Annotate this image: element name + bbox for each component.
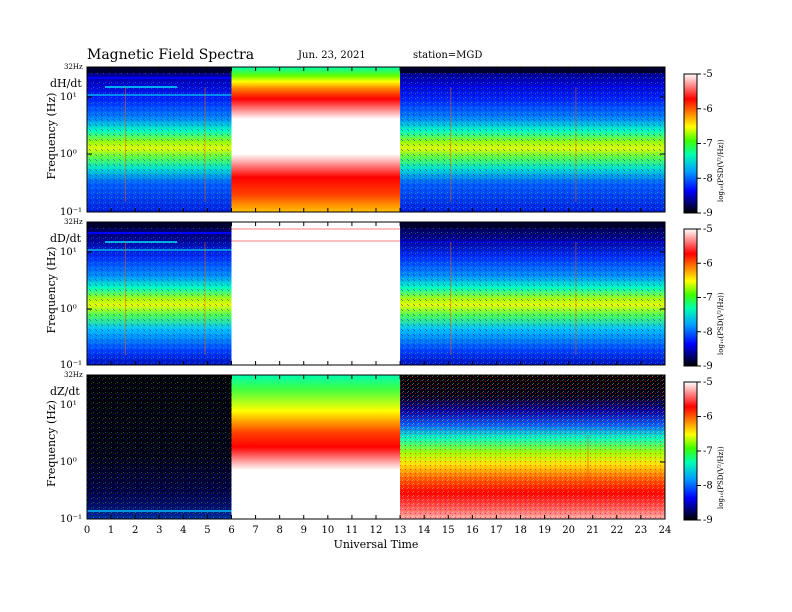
chart-date: Jun. 23, 2021 [297, 50, 366, 61]
x-tick-label: 10 [321, 525, 334, 536]
spectrogram-right-texture [400, 67, 665, 212]
panel-1: 32Hz dH/dt 10¹ 10⁰ 10⁻¹ Frequency (Hz) -5 -6 -7 -… [45, 63, 725, 219]
x-tick-label: 17 [490, 525, 503, 536]
x-tick-label: 11 [346, 525, 359, 536]
panel-2: 32Hz dD/dt 10¹ 10⁰ 10⁻¹ Frequency (Hz) -5 -6 -7 -… [45, 218, 725, 372]
spectrogram-right-texture [400, 375, 665, 519]
colorbar [683, 228, 698, 367]
x-axis-label: Universal Time [334, 538, 419, 551]
y-top-label: 32Hz [64, 218, 83, 226]
x-tick-label: 20 [562, 525, 575, 536]
y-tick-label: 10⁰ [60, 304, 77, 315]
x-tick-label: 4 [180, 525, 186, 536]
colorbar-tick-label: -7 [703, 293, 713, 304]
y-tick-label: 10¹ [60, 247, 77, 258]
panel-component-label: dD/dt [50, 232, 82, 245]
colorbar-label: log₁₀(PSD(V²/Hz)) [717, 292, 725, 355]
colorbar-label: log₁₀(PSD(V²/Hz)) [717, 446, 725, 509]
x-tick-label: 16 [466, 525, 479, 536]
y-axis-label: Frequency (Hz) [45, 247, 58, 334]
x-tick-label: 23 [635, 525, 648, 536]
spectrogram-left-texture [87, 67, 232, 212]
y-top-label: 32Hz [64, 371, 83, 379]
colorbar-tick-label: -9 [703, 515, 713, 526]
data-gap-band [231, 67, 401, 212]
colorbar [683, 73, 698, 214]
panels-group: 32Hz dH/dt 10¹ 10⁰ 10⁻¹ Frequency (Hz) -5 -6 -7 -… [45, 63, 725, 526]
colorbar-tick-label: -8 [703, 173, 713, 184]
x-tick-label: 18 [514, 525, 527, 536]
colorbar-tick-label: -5 [703, 224, 713, 235]
x-tick-label: 22 [610, 525, 623, 536]
x-tick-label: 3 [156, 525, 162, 536]
top-band-right [400, 222, 665, 228]
y-tick-label: 10⁰ [60, 149, 77, 160]
station-label: station=MGD [413, 50, 482, 61]
colorbar-tick-label: -8 [703, 327, 713, 338]
x-tick-label: 2 [132, 525, 138, 536]
y-tick-label: 10⁻¹ [60, 360, 82, 371]
y-tick-label: 10⁻¹ [60, 207, 82, 218]
chart-title: Magnetic Field Spectra [87, 47, 254, 63]
spectrogram-left-texture [87, 222, 232, 365]
x-tick-label: 9 [301, 525, 307, 536]
x-axis: 0 1 2 3 4 5 6 7 8 9 10 11 12 13 14 15 16 17 18 19 20 21 22 23 24… [84, 525, 672, 551]
x-tick-label: 5 [204, 525, 210, 536]
x-tick-label: 21 [586, 525, 599, 536]
x-tick-label: 8 [276, 525, 282, 536]
x-tick-label: 13 [394, 525, 407, 536]
panel-3: 32Hz dZ/dt 10¹ 10⁰ 10⁻¹ Frequency (Hz) -5 -6 -7 -… [45, 371, 725, 526]
x-tick-label: 1 [108, 525, 114, 536]
colorbar-tick-label: -7 [703, 446, 713, 457]
colorbar-tick-label: -6 [703, 104, 713, 115]
y-tick-label: 10¹ [60, 92, 77, 103]
x-tick-label: 14 [418, 525, 431, 536]
colorbar-tick-label: -7 [703, 139, 713, 150]
x-tick-label: 12 [370, 525, 383, 536]
data-gap-band [231, 375, 401, 519]
colorbar-tick-label: -6 [703, 412, 713, 423]
colorbar-tick-label: -6 [703, 258, 713, 269]
colorbar-tick-label: -5 [703, 377, 713, 388]
colorbar-label: log₁₀(PSD(V²/Hz)) [717, 139, 725, 202]
x-tick-label: 7 [252, 525, 258, 536]
colorbar-tick-label: -9 [703, 208, 713, 219]
spectrogram-right-texture [400, 222, 665, 365]
panel-component-label: dH/dt [50, 77, 82, 90]
y-tick-label: 10⁻¹ [60, 514, 82, 525]
spectrogram-left-texture [87, 375, 232, 519]
x-tick-label: 15 [442, 525, 455, 536]
x-tick-label: 0 [84, 525, 90, 536]
x-tick-label: 6 [228, 525, 234, 536]
data-gap-band [231, 222, 401, 365]
y-tick-label: 10⁰ [60, 457, 77, 468]
colorbar [683, 381, 698, 521]
x-tick-label: 24 [659, 525, 672, 536]
y-top-label: 32Hz [64, 63, 83, 71]
y-tick-label: 10¹ [60, 400, 77, 411]
y-axis-label: Frequency (Hz) [45, 93, 58, 180]
y-axis-label: Frequency (Hz) [45, 400, 58, 487]
top-band-right [400, 67, 665, 73]
x-tick-label: 19 [538, 525, 551, 536]
colorbar-tick-label: -5 [703, 69, 713, 80]
colorbar-tick-label: -8 [703, 481, 713, 492]
panel-component-label: dZ/dt [50, 385, 80, 398]
colorbar-tick-label: -9 [703, 361, 713, 372]
